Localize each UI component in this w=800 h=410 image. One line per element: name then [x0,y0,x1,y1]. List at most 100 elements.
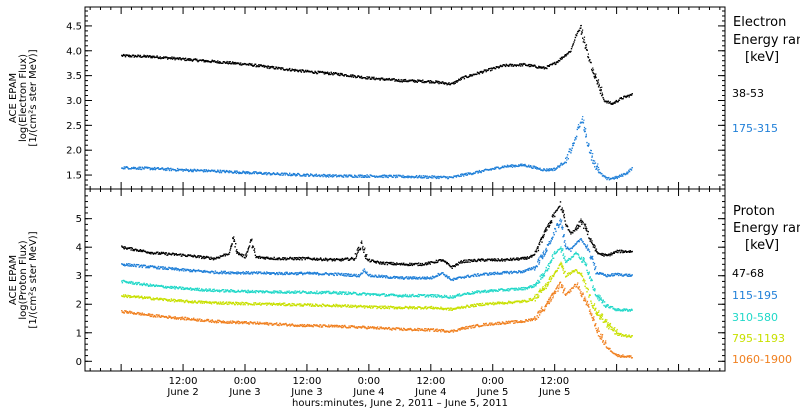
data-point [389,277,391,279]
data-point [569,247,571,250]
data-point [204,60,206,62]
data-point [248,246,250,249]
data-point [145,284,147,287]
data-point [549,262,551,265]
data-point [428,80,430,83]
data-point [390,261,392,264]
data-point [491,69,493,71]
data-point [293,257,296,259]
data-point [548,224,550,226]
data-point [302,174,304,176]
data-point [503,271,505,273]
data-point [560,246,562,248]
data-point [128,54,130,56]
data-point [410,277,412,279]
data-point [362,269,364,272]
data-point [537,261,539,263]
data-point [585,136,587,138]
data-point [185,287,187,289]
data-point [612,176,614,179]
data-point [531,256,533,258]
data-point [408,264,410,267]
data-point [590,61,592,64]
data-point [621,310,623,312]
data-point [501,166,503,169]
data-point [396,295,399,297]
data-point [590,150,592,152]
data-point [354,275,357,277]
data-point [213,302,215,304]
data-point [183,58,186,60]
data-point [537,282,540,284]
data-point [629,250,631,252]
data-point [419,79,421,82]
data-point [245,273,247,275]
data-point [246,250,249,253]
data-point [357,275,359,278]
data-point [553,167,555,169]
data-point [628,96,630,98]
data-point [624,251,626,253]
data-point [266,67,269,69]
data-point [159,56,161,58]
data-point [236,273,239,275]
data-point [233,239,235,241]
data-point [615,99,618,102]
data-point [448,297,451,299]
data-point [229,291,231,293]
data-point [536,168,538,170]
data-point [308,273,310,275]
data-point [515,65,517,67]
data-point [511,166,514,168]
data-point [285,271,287,273]
data-point [425,177,428,179]
data-point [603,301,606,303]
data-point [346,273,349,275]
data-point [580,25,582,27]
data-point [354,253,357,255]
data-point [410,263,412,266]
y-tick-label: 1.5 [66,171,82,182]
data-point [615,100,617,103]
data-point [419,276,421,278]
data-point [537,259,539,261]
data-point [318,174,321,176]
data-point [326,175,329,177]
data-point [242,304,244,306]
data-point [150,284,153,286]
data-point [132,167,134,170]
data-point [364,270,366,272]
data-point [257,302,259,305]
data-point [319,175,322,178]
data-point [175,268,177,270]
data-point [228,253,230,255]
data-point [586,263,588,265]
data-point [454,296,456,299]
data-point [576,224,578,226]
data-point [595,266,597,268]
data-point [276,272,278,274]
data-point [182,57,184,59]
data-point [315,273,317,275]
data-point [561,249,563,251]
data-point [162,299,164,302]
data-point [497,166,499,168]
data-point [544,229,546,232]
data-point [263,273,265,275]
data-point [249,290,251,292]
data-point [166,169,168,171]
data-point [244,304,246,306]
data-point [309,174,311,177]
data-point [260,171,262,174]
data-point [277,172,279,175]
data-point [381,176,383,178]
data-point [599,272,601,274]
data-point [257,256,259,258]
data-point [596,272,598,275]
data-point [535,166,537,168]
data-point [557,61,559,64]
data-point [388,174,391,176]
data-point [463,293,465,296]
data-point [130,249,132,251]
